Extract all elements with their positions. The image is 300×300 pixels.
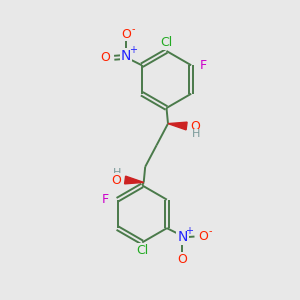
Text: O: O xyxy=(121,28,131,40)
Text: Cl: Cl xyxy=(136,244,148,257)
Text: -: - xyxy=(131,24,135,34)
Text: N: N xyxy=(121,49,131,63)
Text: F: F xyxy=(101,193,109,206)
Text: O: O xyxy=(111,173,121,187)
Text: N: N xyxy=(177,230,188,244)
Text: +: + xyxy=(185,226,194,236)
Text: F: F xyxy=(200,59,207,72)
Text: -: - xyxy=(209,226,212,236)
Text: O: O xyxy=(199,230,208,243)
Text: O: O xyxy=(191,119,200,133)
Text: H: H xyxy=(113,167,121,178)
Text: Cl: Cl xyxy=(160,36,172,49)
Text: H: H xyxy=(191,129,200,140)
Text: O: O xyxy=(100,51,110,64)
Polygon shape xyxy=(124,176,144,184)
Text: O: O xyxy=(178,253,188,266)
Text: +: + xyxy=(129,45,137,55)
Polygon shape xyxy=(168,122,187,130)
